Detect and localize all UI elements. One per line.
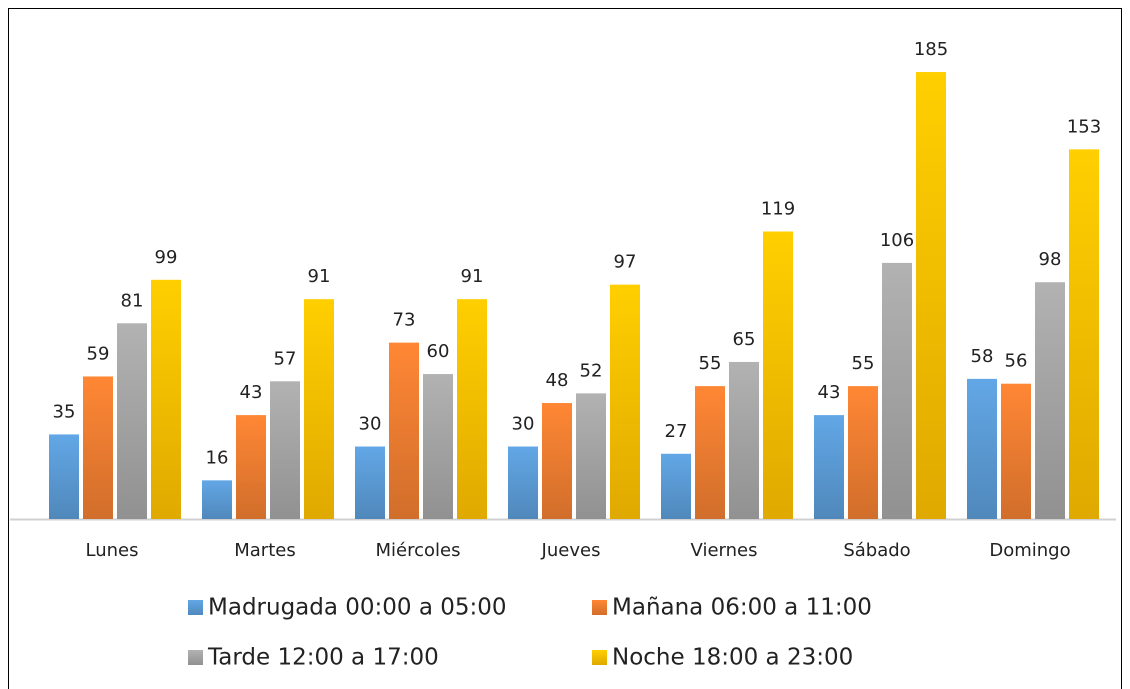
data-label: 73: [393, 310, 416, 331]
bar: [542, 403, 572, 519]
bar: [576, 393, 606, 519]
bar: [1035, 282, 1065, 519]
legend-swatch: [592, 650, 607, 665]
bar: [916, 72, 946, 519]
x-tick-label: Lunes: [86, 540, 139, 561]
bar: [389, 342, 419, 519]
data-label: 27: [665, 421, 688, 442]
data-label: 30: [512, 414, 535, 435]
bar: [1069, 149, 1099, 520]
bar: [49, 434, 79, 519]
data-label: 91: [461, 266, 484, 287]
data-label: 52: [580, 360, 603, 381]
bar: [304, 299, 334, 519]
legend-label: Mañana 06:00 a 11:00: [612, 595, 872, 621]
data-label: 185: [914, 39, 948, 60]
data-label: 58: [971, 346, 994, 367]
x-tick-label: Viernes: [691, 540, 758, 561]
data-label: 59: [87, 343, 110, 364]
bar: [814, 415, 844, 519]
data-label: 43: [818, 382, 841, 403]
bar: [763, 231, 793, 519]
data-label: 97: [614, 252, 637, 273]
data-label: 43: [240, 382, 263, 403]
data-label: 56: [1005, 351, 1028, 372]
data-label: 119: [761, 198, 795, 219]
data-label: 16: [206, 447, 229, 468]
bar: [1001, 383, 1031, 519]
data-label: 91: [308, 266, 331, 287]
bar: [83, 376, 113, 519]
bar: [202, 480, 232, 519]
data-label: 60: [427, 341, 450, 362]
data-label: 35: [53, 401, 76, 422]
x-tick-label: Sábado: [843, 540, 910, 561]
bar: [423, 374, 453, 519]
bar: [270, 381, 300, 519]
legend-swatch: [592, 600, 607, 615]
bar: [610, 284, 640, 519]
bar: [882, 262, 912, 519]
bar: [695, 386, 725, 519]
legend-label: Tarde 12:00 a 17:00: [207, 645, 439, 671]
bar: [117, 323, 147, 519]
bar: [151, 279, 181, 519]
bar: [661, 453, 691, 519]
legend-label: Noche 18:00 a 23:00: [612, 645, 853, 671]
x-tick-label: Martes: [234, 540, 295, 561]
bar: [457, 299, 487, 519]
x-tick-label: Miércoles: [376, 540, 461, 561]
data-label: 106: [880, 230, 914, 251]
bar: [236, 415, 266, 519]
legend-label: Madrugada 00:00 a 05:00: [208, 595, 507, 621]
data-label: 55: [852, 353, 875, 374]
bar: [508, 446, 538, 519]
x-tick-label: Jueves: [541, 540, 601, 561]
x-tick-label: Domingo: [989, 540, 1070, 561]
data-label: 48: [546, 370, 569, 391]
bar: [355, 446, 385, 519]
data-label: 57: [274, 348, 297, 369]
data-label: 98: [1039, 249, 1062, 270]
bar: [967, 378, 997, 519]
data-label: 153: [1067, 116, 1101, 137]
legend-swatch: [188, 600, 203, 615]
data-label: 30: [359, 414, 382, 435]
bar: [848, 386, 878, 519]
data-label: 81: [121, 290, 144, 311]
data-label: 65: [733, 329, 756, 350]
data-label: 55: [699, 353, 722, 374]
bar: [729, 361, 759, 519]
data-label: 99: [155, 247, 178, 268]
legend-swatch: [188, 650, 203, 665]
